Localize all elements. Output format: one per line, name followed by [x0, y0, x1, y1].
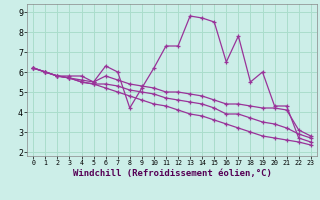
X-axis label: Windchill (Refroidissement éolien,°C): Windchill (Refroidissement éolien,°C): [73, 169, 271, 178]
